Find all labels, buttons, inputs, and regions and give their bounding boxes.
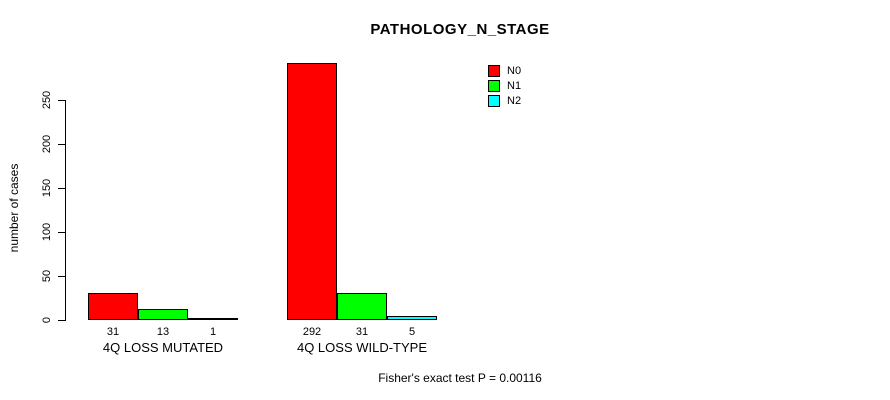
bar-n1-group2 — [337, 293, 387, 320]
y-tick-mark — [58, 275, 65, 277]
bar-n2-group1 — [188, 318, 238, 320]
y-tick-mark — [58, 231, 65, 233]
bar-count-label: 31 — [106, 326, 120, 338]
y-tick-mark — [58, 143, 65, 145]
bar-n2-group2 — [387, 316, 437, 320]
bar-n0-group1 — [88, 293, 138, 320]
y-tick-label: 0 — [41, 316, 53, 324]
y-tick-label: 100 — [41, 222, 53, 242]
legend-label: N0 — [507, 65, 522, 77]
legend-swatch-n1 — [488, 80, 500, 92]
bar-count-label: 292 — [302, 326, 322, 338]
statistic-annotation: Fisher's exact test P = 0.00116 — [378, 371, 542, 385]
y-tick-mark — [58, 99, 65, 101]
bar-count-label: 1 — [209, 326, 217, 338]
legend-swatch-n0 — [488, 65, 500, 77]
group-label: 4Q LOSS MUTATED — [102, 340, 224, 355]
group-label: 4Q LOSS WILD-TYPE — [296, 340, 428, 355]
legend-item: N2 — [488, 94, 521, 108]
legend: N0 N1 N2 — [488, 64, 521, 109]
y-tick-label: 50 — [41, 269, 53, 283]
legend-item: N0 — [488, 64, 521, 78]
bar-n1-group1 — [138, 309, 188, 320]
y-tick-label: 150 — [41, 178, 53, 198]
bar-n0-group2 — [287, 63, 337, 320]
bar-count-label: 31 — [355, 326, 369, 338]
bar-count-label: 13 — [156, 326, 170, 338]
y-tick-label: 250 — [41, 90, 53, 110]
legend-label: N2 — [507, 95, 522, 107]
bar-count-label: 5 — [408, 326, 416, 338]
legend-item: N1 — [488, 79, 521, 93]
legend-label: N1 — [507, 80, 522, 92]
y-axis-label: number of cases — [7, 163, 21, 253]
y-tick-label: 200 — [41, 134, 53, 154]
chart-title: PATHOLOGY_N_STAGE — [370, 21, 550, 38]
y-tick-mark — [58, 319, 65, 321]
y-tick-mark — [58, 187, 65, 189]
y-axis-line — [65, 100, 66, 321]
legend-swatch-n2 — [488, 95, 500, 107]
